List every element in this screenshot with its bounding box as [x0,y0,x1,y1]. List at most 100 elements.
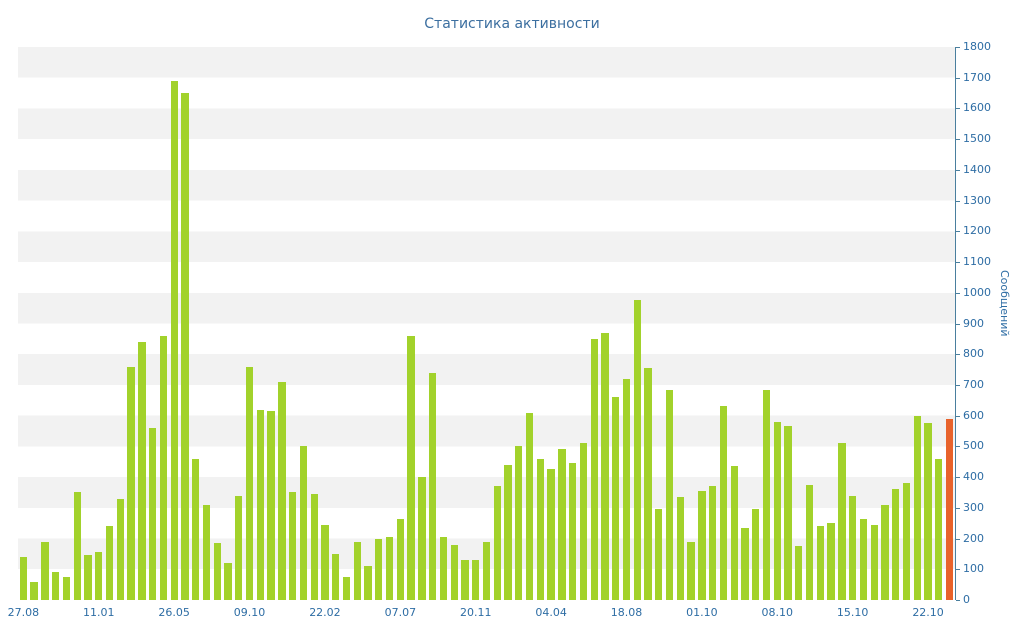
bar [385,537,394,600]
bar [235,495,243,600]
bar [52,572,60,600]
bar [644,368,652,600]
bar [428,372,437,600]
y-axis-tick-label: 1300 [963,193,991,207]
y-axis-tick-label: 1700 [963,70,991,84]
y-axis-tick-label: 500 [963,439,984,453]
bar [881,504,889,600]
x-axis-tick-label: 15.10 [836,606,869,619]
y-axis-tick-label: 1600 [963,101,991,115]
bar [633,300,641,600]
bar [536,458,544,600]
bar [892,489,900,600]
bar [213,543,221,600]
bar [730,466,738,600]
x-axis-tick-label: 27.08 [7,606,40,619]
bar [181,93,189,600]
bar [84,555,92,600]
bar [773,421,781,600]
chart-title: Статистика активности [424,16,600,32]
bar [41,541,49,600]
y-axis-tick-label: 1800 [963,40,991,53]
y-axis-tick-mark [956,354,960,356]
y-axis-tick-mark [956,415,960,417]
bar [321,524,329,600]
y-axis-tick-mark [956,600,960,601]
y-axis-tick-label: 400 [963,470,984,484]
bar [407,335,415,600]
bar [784,426,792,600]
x-axis-tick-label: 26.05 [158,606,190,619]
bar [127,366,135,600]
bar [439,537,448,600]
bar [95,552,103,600]
plot-area [18,47,956,600]
bar [30,581,38,600]
bar [752,509,760,600]
y-axis-tick-mark [956,292,960,294]
bar [655,509,663,600]
x-axis-tick-label: 18.08 [610,606,643,619]
bar [719,406,728,600]
y-axis-tick-mark [956,538,960,540]
bar [590,338,598,600]
y-axis-title: Сообщений [998,270,1011,337]
bar [396,518,404,600]
bar [245,366,254,600]
bar [493,486,501,600]
bar [515,446,523,600]
bar [310,494,318,600]
x-axis-tick-label: 09.10 [233,606,266,619]
bar [159,335,168,600]
bar [116,498,124,600]
y-axis-tick-label: 900 [963,316,984,330]
y-axis-tick-mark [956,200,960,202]
bar [353,541,361,600]
bar [148,427,157,600]
bar [256,409,264,600]
bar [450,544,458,600]
bar [687,541,695,600]
bar [601,332,609,600]
x-axis-tick-label: 11.01 [83,606,115,619]
bar [665,389,674,600]
bar [924,423,932,600]
y-axis-tick-mark [956,569,960,571]
bar [838,443,846,600]
bar [612,397,620,600]
bar [342,576,351,600]
bar [935,458,943,600]
bar [105,526,114,600]
bar [364,566,372,600]
bar [913,415,921,600]
bar [73,492,81,600]
x-axis-tick-label: 08.10 [761,606,794,619]
y-axis-tick-mark [956,477,960,479]
y-axis-tick-label: 100 [963,562,984,576]
y-axis-tick-label: 600 [963,408,984,422]
y-axis-tick-mark [956,47,960,48]
highlighted-bar [945,418,954,600]
y-axis-tick-label: 700 [963,377,984,391]
y-axis-tick-mark [956,507,960,509]
bar [482,541,491,600]
bar [827,523,835,600]
bar [299,446,308,600]
bar [870,524,878,600]
bar [762,389,771,600]
y-axis-tick-mark [956,384,960,386]
bar [170,80,178,600]
bar [375,538,383,600]
x-axis-tick-label: 22.02 [309,606,341,619]
bar [62,576,71,600]
bar [504,464,512,600]
bar [138,341,146,600]
bar [19,557,28,600]
y-axis-tick-mark [956,108,960,110]
bar [859,518,868,600]
y-axis-tick-label: 0 [963,593,970,606]
y-axis-tick-label: 1500 [963,132,991,146]
y-axis-tick-mark [956,323,960,325]
bar [525,412,534,600]
bar [192,458,200,600]
